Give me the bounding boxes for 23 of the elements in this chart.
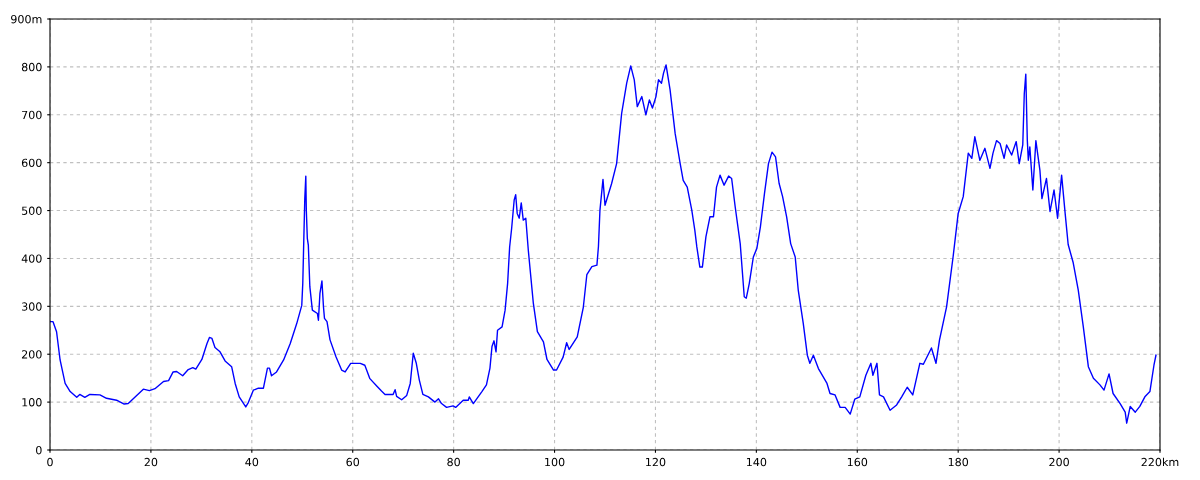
y-tick-label: 200 [21, 350, 42, 359]
x-tick-label: 220km [1141, 457, 1179, 467]
y-tick-label: 900m [11, 14, 42, 24]
x-tick-label: 60 [346, 457, 360, 467]
x-tick-label: 40 [245, 457, 259, 467]
x-tick-label: 140 [746, 457, 767, 467]
x-tick-label: 180 [948, 457, 969, 467]
x-tick-label: 160 [847, 457, 868, 467]
y-tick-label: 800 [21, 62, 42, 72]
x-tick-label: 20 [144, 457, 158, 467]
x-tick-label: 100 [545, 457, 565, 467]
x-tick-label: 80 [447, 457, 460, 467]
x-tick-label: 200 [1049, 457, 1069, 467]
y-tick-label: 500 [22, 206, 42, 215]
line-series [50, 64, 1157, 424]
y-tick-label: 0 [36, 445, 42, 455]
y-tick-label: 600 [21, 158, 42, 168]
y-tick-label: 300 [22, 302, 42, 311]
y-tick-label: 700 [22, 110, 42, 120]
x-tick-label: 120 [646, 457, 666, 467]
x-tick-label: 0 [47, 457, 53, 467]
y-tick-label: 100 [22, 398, 42, 407]
y-tick-label: 400 [21, 254, 42, 263]
